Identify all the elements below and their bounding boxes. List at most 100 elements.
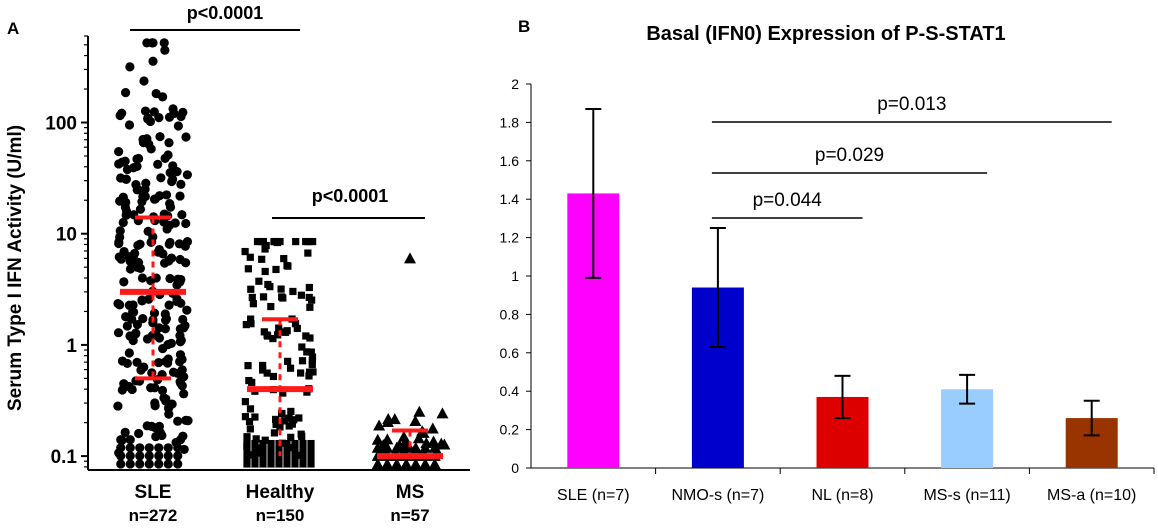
data-point [125, 62, 135, 72]
data-point [138, 314, 148, 324]
data-point [164, 256, 174, 266]
data-point [272, 420, 280, 429]
panel-b-category-label: MS-a (n=10) [1047, 487, 1136, 504]
data-point [381, 457, 394, 469]
panel-a-y-tick-label: 0.1 [51, 447, 78, 468]
panel-b-p-value: p=0.044 [753, 190, 823, 211]
panel-b-y-tick-label: 1.2 [500, 230, 520, 246]
data-point [181, 218, 191, 229]
data-point [258, 255, 266, 263]
data-point [179, 389, 189, 399]
data-point [139, 76, 149, 86]
data-point [181, 415, 191, 426]
data-point [259, 446, 267, 454]
data-point [400, 457, 413, 469]
data-point [175, 191, 185, 201]
data-point [243, 453, 251, 461]
data-point [173, 121, 183, 131]
data-point [150, 423, 161, 433]
data-point [175, 337, 185, 347]
data-point [299, 453, 307, 461]
panel-b-y-tick-label: 0.4 [500, 383, 520, 399]
data-point [113, 298, 123, 309]
data-point [245, 376, 253, 385]
panel-b-category-label: MS-s (n=11) [923, 487, 1010, 504]
data-point [309, 237, 317, 246]
data-point [168, 367, 179, 377]
data-point [400, 441, 413, 453]
data-point [307, 439, 315, 448]
data-point [153, 247, 163, 257]
data-point [125, 435, 135, 445]
data-point [247, 285, 255, 293]
data-point [274, 331, 282, 339]
data-point [135, 451, 145, 461]
data-point [115, 226, 125, 236]
data-point [283, 446, 291, 454]
panel-a-p-value: p<0.0001 [187, 3, 264, 23]
data-point [164, 300, 174, 310]
data-point [148, 38, 158, 48]
data-point [259, 439, 267, 448]
data-point [140, 106, 151, 116]
data-point [280, 254, 288, 263]
data-point [267, 453, 275, 461]
data-point [390, 457, 403, 469]
data-point [113, 401, 123, 411]
data-point [243, 460, 251, 468]
panel-a-p-value: p<0.0001 [312, 186, 389, 206]
data-point [165, 199, 175, 209]
data-point [244, 265, 252, 273]
data-point [295, 414, 303, 422]
data-point [148, 318, 158, 328]
data-point [251, 439, 259, 448]
data-point [409, 457, 422, 469]
data-point [154, 459, 164, 469]
data-point [160, 153, 170, 163]
data-point [140, 191, 150, 202]
data-point [116, 254, 126, 264]
data-point [251, 413, 259, 421]
data-point [159, 38, 169, 48]
data-point [115, 110, 125, 121]
data-point [154, 333, 165, 343]
panel-a-y-tick-label: 1 [66, 336, 77, 357]
data-point [241, 398, 249, 406]
data-point [155, 132, 165, 142]
panel-a-y-tick-label: 100 [45, 114, 77, 135]
panel-b-y-tick-label: 1 [511, 268, 519, 284]
data-point [308, 360, 316, 369]
panel-a-group-label: SLE [135, 482, 172, 503]
data-point [269, 334, 277, 343]
data-point [114, 237, 124, 247]
panel-b-y-tick-label: 0.2 [500, 422, 520, 438]
panel-b-y-tick-label: 1.6 [500, 153, 520, 169]
data-point [251, 446, 259, 454]
data-point [263, 331, 271, 339]
data-point [173, 459, 183, 469]
data-point [298, 357, 307, 365]
data-point [125, 443, 135, 453]
data-point [134, 153, 144, 164]
data-point [114, 159, 124, 169]
data-point [287, 407, 295, 416]
data-point [419, 441, 432, 453]
data-point [283, 261, 291, 270]
data-point [163, 459, 173, 469]
data-point [172, 294, 182, 304]
data-point [161, 190, 172, 200]
data-point [299, 460, 307, 468]
data-point [299, 439, 307, 448]
data-point [287, 433, 295, 441]
data-point [182, 170, 192, 180]
data-point [130, 248, 140, 259]
data-point [305, 372, 313, 380]
data-point [149, 107, 159, 117]
data-point [304, 249, 312, 257]
panel-b-y-tick-label: 1.8 [500, 114, 520, 130]
panel-a-letter: A [7, 19, 19, 38]
data-point [297, 430, 305, 438]
data-point [291, 460, 299, 468]
data-point [259, 361, 267, 370]
data-point [308, 296, 316, 304]
